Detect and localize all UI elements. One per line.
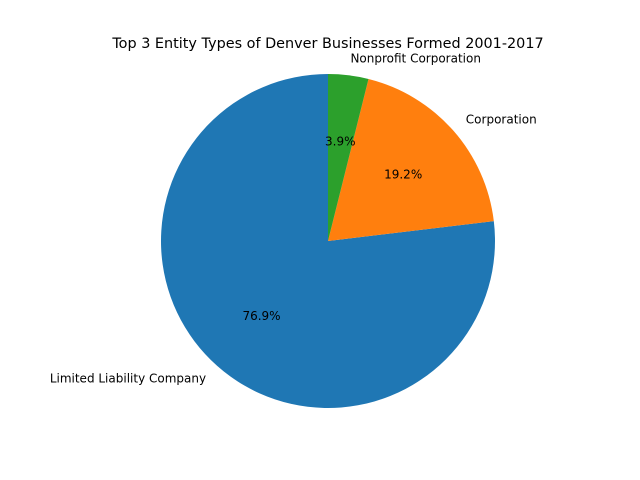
slice-label-nonprofit-corporation: Nonprofit Corporation [350, 52, 481, 66]
slice-label-llc: Limited Liability Company [50, 371, 206, 385]
pie-slice-llc [160, 74, 495, 408]
slice-percent-corporation: 19.2% [384, 168, 422, 182]
pie-slice-nonprofit-corporation [328, 74, 369, 241]
slice-label-corporation: Corporation [466, 113, 537, 127]
pie-slice-corporation [328, 78, 494, 242]
slice-percent-llc: 76.9% [242, 309, 280, 323]
chart-title: Top 3 Entity Types of Denver Businesses … [111, 36, 543, 52]
slice-percent-nonprofit-corporation: 3.9% [325, 135, 356, 149]
pie-labels: Limited Liability Company 76.9% Corporatio… [50, 52, 537, 386]
pie-slices [160, 74, 495, 408]
